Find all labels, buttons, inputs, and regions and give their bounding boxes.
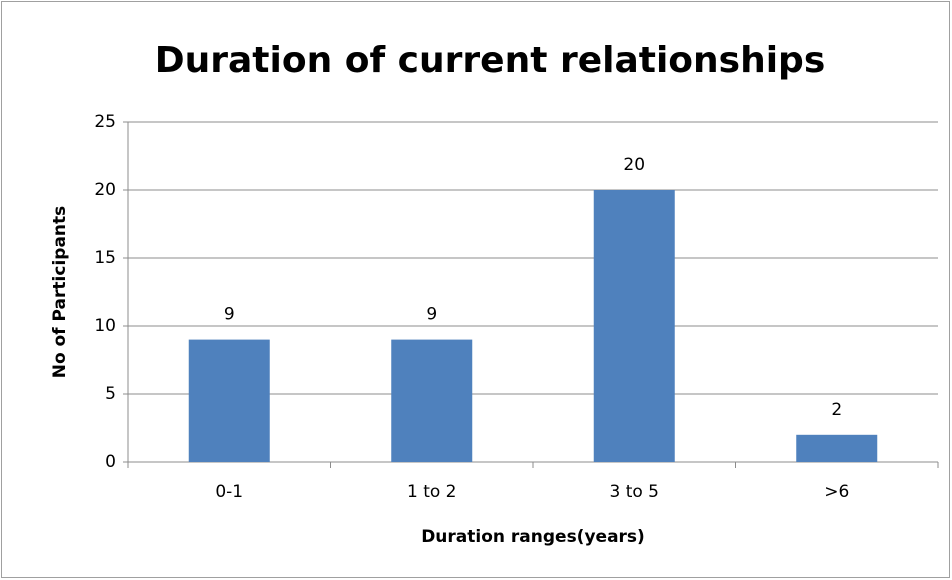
bar <box>188 339 270 462</box>
data-label: 20 <box>623 155 645 175</box>
chart-title: Duration of current relationships <box>155 40 826 81</box>
data-label: 9 <box>224 305 235 325</box>
y-axis-label: No of Participants <box>50 206 70 379</box>
y-tick-label: 15 <box>94 248 116 268</box>
bar <box>391 339 473 462</box>
x-axis-label: Duration ranges(years) <box>421 527 645 547</box>
y-tick-label: 0 <box>105 452 116 472</box>
y-tick-label: 10 <box>94 316 116 336</box>
x-tick-label: 1 to 2 <box>407 482 457 502</box>
data-label: 9 <box>426 305 437 325</box>
y-tick-label: 25 <box>94 112 116 132</box>
bar <box>796 434 878 462</box>
y-tick-label: 20 <box>94 180 116 200</box>
x-tick-label: >6 <box>824 482 849 502</box>
y-tick-label: 5 <box>105 384 116 404</box>
x-tick-label: 3 to 5 <box>609 482 659 502</box>
x-tick-label: 0-1 <box>215 482 243 502</box>
bar <box>593 190 675 462</box>
data-label: 2 <box>831 400 842 420</box>
